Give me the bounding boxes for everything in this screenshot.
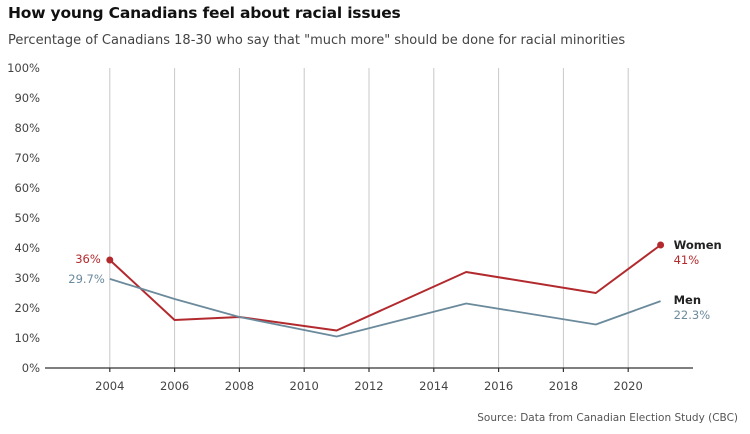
x-tick-label-2012: 2012 (354, 379, 383, 393)
y-axis-ticks: 0% 10% 20% 30% 40% 50% 60% 70% 80% 90% 100% (7, 61, 40, 375)
y-tick-label-3: 30% (14, 271, 40, 285)
y-tick-label-7: 70% (14, 151, 40, 165)
y-tick-label-9: 90% (14, 91, 40, 105)
x-tick-label-2018: 2018 (549, 379, 578, 393)
chart-title: How young Canadians feel about racial is… (8, 4, 401, 22)
x-tick-label-2004: 2004 (95, 379, 124, 393)
chart-subtitle: Percentage of Canadians 18-30 who say th… (8, 33, 626, 48)
men-series-name: Men (674, 293, 701, 307)
series-line-men (109, 278, 661, 338)
y-tick-label-5: 50% (14, 211, 40, 225)
y-tick-label-1: 10% (14, 331, 40, 345)
y-tick-label-0: 0% (22, 361, 40, 375)
x-tick-label-2020: 2020 (614, 379, 643, 393)
x-tick-label-2008: 2008 (225, 379, 254, 393)
x-tick-label-2016: 2016 (484, 379, 513, 393)
series-layer (106, 241, 665, 338)
women-start-label: 36% (75, 252, 101, 266)
y-tick-label-6: 60% (14, 181, 40, 195)
y-tick-label-2: 20% (14, 301, 40, 315)
women-end-label: 41% (674, 253, 700, 267)
y-tick-label-10: 100% (7, 61, 40, 75)
women-start-point (106, 256, 114, 264)
women-series-name: Women (674, 238, 722, 252)
x-tick-label-2006: 2006 (160, 379, 189, 393)
source-note: Source: Data from Canadian Election Stud… (477, 412, 738, 424)
y-tick-label-4: 40% (14, 241, 40, 255)
x-tick-label-2014: 2014 (419, 379, 448, 393)
grid-layer (109, 68, 629, 368)
x-axis-ticks: 2004 2006 2008 2010 2012 2014 2016 2018 2020 (45, 367, 693, 393)
men-end-label: 22.3% (674, 308, 711, 322)
x-tick-label-2010: 2010 (290, 379, 319, 393)
series-line-women (109, 244, 662, 332)
women-end-point (657, 241, 665, 249)
y-tick-label-8: 80% (14, 121, 40, 135)
men-start-label: 29.7% (68, 272, 105, 286)
